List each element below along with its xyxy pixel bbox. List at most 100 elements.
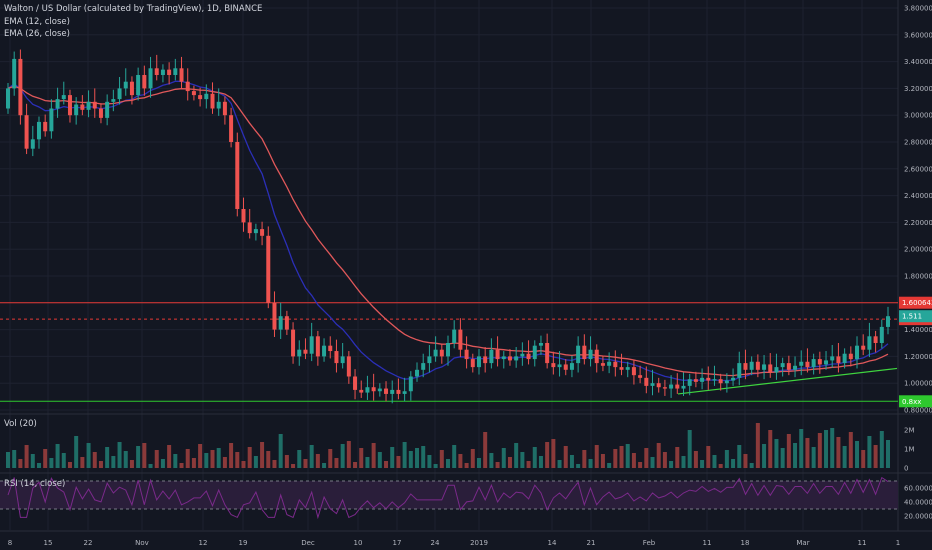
volume-bar (594, 445, 599, 468)
volume-bar (687, 430, 692, 468)
candle-body (607, 361, 612, 366)
candle-body (638, 375, 643, 378)
price-tick-label: 2.800000 (904, 139, 932, 147)
candle-body (43, 121, 48, 132)
candle-body (749, 361, 754, 370)
volume-bar (284, 455, 289, 468)
volume-bar (538, 456, 543, 468)
candle-body (836, 356, 841, 364)
volume-bar (842, 446, 847, 468)
volume-bar (625, 444, 630, 468)
price-tick-label: 2.400000 (904, 192, 932, 200)
candle-body (520, 353, 525, 357)
candle-body (780, 363, 785, 368)
candle-body (210, 93, 215, 109)
rsi-pane (0, 476, 898, 520)
candle-body (458, 329, 463, 350)
candle-body (123, 81, 128, 89)
volume-bar (309, 445, 314, 468)
volume-bar (129, 460, 134, 468)
resistance-tag-bg (899, 296, 932, 309)
candle-body (755, 361, 760, 370)
price-tick-label: 1.200000 (904, 353, 932, 361)
candle-body (427, 356, 432, 364)
candle-body (675, 384, 680, 389)
candle-body (669, 384, 674, 389)
candle-body (185, 81, 190, 92)
volume-bar (644, 448, 649, 468)
candle-body (179, 68, 184, 82)
volume-bar (247, 447, 252, 468)
candle-body (346, 356, 351, 377)
volume-bar (154, 450, 159, 468)
volume-bar (669, 461, 674, 468)
time-tick-label: 10 (354, 539, 363, 547)
candle-body (538, 343, 543, 346)
volume-bar (408, 451, 413, 468)
volume-bar (507, 457, 512, 468)
volume-bar (446, 459, 450, 468)
candle-body (117, 88, 122, 100)
candle-body (731, 377, 736, 381)
candle-body (582, 345, 587, 360)
candle-body (687, 379, 692, 386)
volume-bar (458, 454, 463, 468)
volume-bar (805, 438, 810, 468)
volume-bar (836, 437, 841, 468)
volume-bar (49, 458, 54, 468)
candle-body (737, 363, 742, 378)
volume-legend: Vol (20) (4, 419, 37, 429)
volume-bar (86, 443, 91, 468)
volume-tick-label: 0 (904, 465, 908, 473)
candle-body (291, 329, 296, 357)
candle-body (18, 58, 23, 116)
volume-tick-label: 1M (904, 446, 915, 454)
candle-body (681, 385, 686, 389)
volume-bar (55, 444, 60, 468)
candles[interactable] (6, 49, 890, 404)
volume-bar (706, 446, 711, 468)
volume-bar (551, 439, 556, 468)
candle-body (495, 349, 500, 360)
volume-bar (18, 459, 23, 468)
candle-body (111, 99, 116, 102)
time-tick-label: 15 (44, 539, 53, 547)
candle-body (303, 349, 308, 354)
candle-body (129, 81, 134, 96)
candle-body (272, 302, 277, 330)
candle-body (501, 356, 506, 360)
volume-bar (222, 457, 227, 468)
candle-body (452, 329, 457, 343)
volume-bar (328, 449, 333, 468)
time-tick-label: Mar (796, 539, 809, 547)
current-price-tag: 1.511 (902, 313, 922, 321)
volume-bar (830, 428, 835, 468)
candle-body (6, 88, 10, 109)
candle-body (390, 389, 395, 394)
volume-bar (105, 447, 110, 468)
volume-bar (204, 453, 209, 468)
candle-body (36, 121, 41, 140)
candle-body (353, 376, 358, 390)
candle-body (718, 379, 723, 384)
candle-body (98, 108, 103, 118)
price-tick-label: 3.600000 (904, 31, 932, 39)
volume-bar (768, 430, 773, 468)
volume-bar (855, 441, 860, 468)
volume-bar (452, 445, 457, 468)
candle-body (247, 222, 252, 234)
volume-bar (384, 461, 389, 468)
volume-bar (613, 449, 618, 468)
volume-bar (185, 449, 190, 468)
candle-body (724, 380, 729, 384)
volume-bar (780, 448, 785, 468)
candle-body (402, 391, 407, 394)
candle-body (600, 363, 605, 366)
candle-body (693, 379, 698, 382)
volume-bar (520, 452, 525, 468)
volume-bar (681, 456, 686, 468)
price-tick-label: 2.200000 (904, 219, 932, 227)
volume-bar (191, 458, 196, 468)
candle-body (396, 389, 401, 394)
